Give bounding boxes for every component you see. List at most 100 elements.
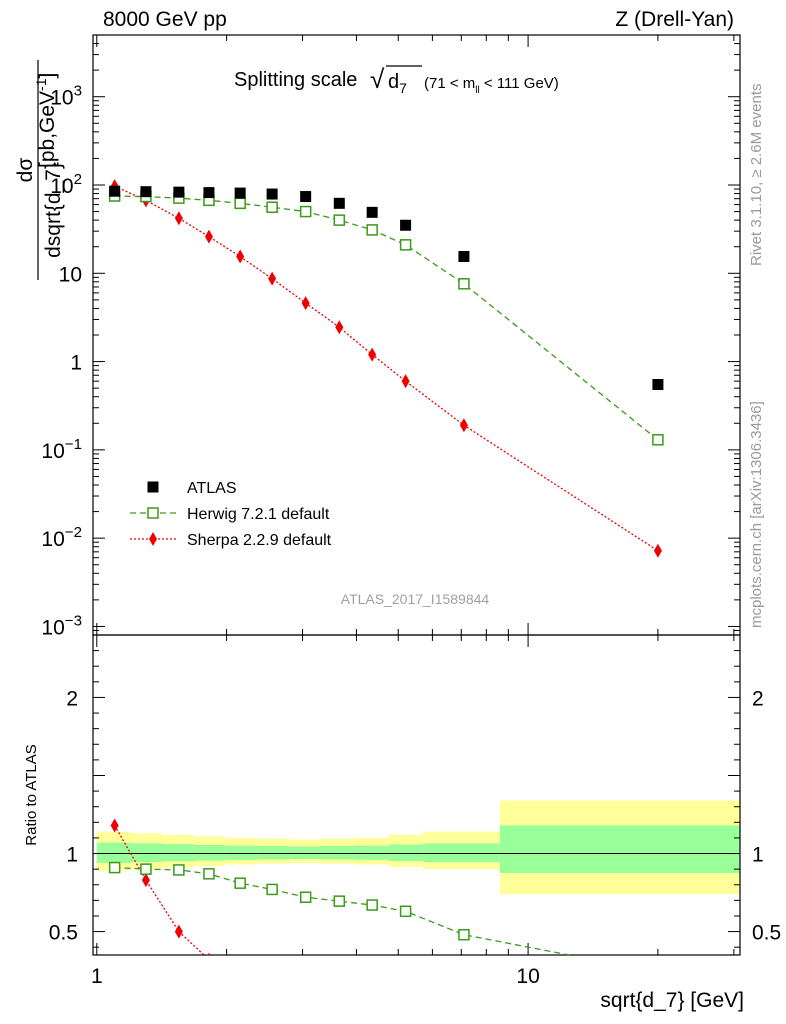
inner-band-bin bbox=[130, 843, 163, 863]
data-point bbox=[147, 481, 159, 493]
ratio-y-tick-label-right: 1 bbox=[752, 844, 764, 867]
y-tick-label: 102 bbox=[50, 171, 82, 198]
data-point bbox=[366, 206, 378, 218]
data-point bbox=[147, 507, 159, 519]
data-point bbox=[366, 899, 378, 911]
series-line bbox=[114, 825, 205, 955]
inner-band-bin bbox=[354, 845, 389, 860]
data-point bbox=[140, 863, 152, 875]
data-point bbox=[173, 864, 185, 876]
y-tick-label: 10−3 bbox=[41, 612, 82, 639]
data-point bbox=[301, 296, 310, 311]
ratio-y-tick-label: 1 bbox=[66, 844, 78, 867]
chart-title: Splitting scale bbox=[234, 69, 357, 91]
data-point bbox=[459, 418, 468, 433]
data-point bbox=[203, 187, 215, 199]
legend-entry-label: Herwig 7.2.1 default bbox=[187, 506, 330, 523]
y-axis-label-denominator: dsqrt{d_7} bbox=[42, 162, 65, 258]
data-point bbox=[174, 924, 183, 939]
data-point bbox=[109, 185, 121, 197]
inner-band-bin bbox=[256, 846, 290, 860]
mcplots-reference-label: mcplots.cern.ch [arXiv:1306.3436] bbox=[748, 401, 765, 628]
data-point bbox=[174, 211, 183, 226]
data-point bbox=[236, 249, 245, 264]
analysis-watermark: ATLAS_2017_I1589844 bbox=[341, 591, 490, 607]
data-point bbox=[268, 271, 277, 286]
inner-band-bin bbox=[499, 825, 740, 874]
y-tick-label: 103 bbox=[50, 83, 82, 110]
data-point bbox=[333, 214, 346, 226]
data-point bbox=[399, 905, 412, 918]
y-tick-label: 10−1 bbox=[41, 436, 82, 463]
data-point bbox=[652, 434, 664, 446]
data-point bbox=[299, 891, 312, 903]
data-point bbox=[266, 883, 278, 896]
ratio-series-herwig bbox=[108, 861, 663, 977]
series-line bbox=[114, 195, 659, 441]
series-line bbox=[114, 185, 659, 552]
data-point bbox=[335, 320, 344, 335]
data-point bbox=[335, 997, 343, 1011]
main-series-herwig bbox=[108, 190, 664, 446]
main-series-atlas bbox=[109, 185, 664, 391]
inner-band-bin bbox=[320, 846, 355, 860]
data-point bbox=[652, 379, 664, 391]
series-line bbox=[114, 866, 573, 955]
energy-label: 8000 GeV pp bbox=[103, 8, 227, 31]
legend: ATLAS Herwig 7.2.1 default Sherpa 2.2.9 de… bbox=[130, 480, 332, 549]
data-point bbox=[234, 877, 246, 889]
data-point bbox=[203, 868, 215, 880]
ratio-series-sherpa bbox=[110, 818, 376, 1013]
data-point bbox=[333, 197, 345, 209]
inner-band-bin bbox=[224, 845, 257, 860]
data-point bbox=[141, 873, 150, 888]
data-point bbox=[140, 186, 152, 198]
legend-entry-label: Sherpa 2.2.9 default bbox=[187, 532, 332, 549]
ratio-y-axis-label: Ratio to ATLAS bbox=[23, 744, 40, 845]
data-point bbox=[268, 985, 276, 999]
data-point bbox=[266, 201, 278, 213]
rivet-version-label: Rivet 3.1.10, ≥ 2.6M events bbox=[748, 83, 765, 267]
legend-entry-label: ATLAS bbox=[187, 480, 237, 497]
title-variable: d7 bbox=[388, 71, 407, 96]
data-point bbox=[204, 229, 213, 244]
ratio-y-tick-label: 0.5 bbox=[49, 922, 78, 945]
y-tick-label: 10 bbox=[59, 263, 82, 286]
data-point bbox=[653, 543, 662, 558]
y-tick-label: 1 bbox=[70, 352, 82, 375]
data-point bbox=[302, 993, 310, 1007]
data-point bbox=[333, 895, 346, 907]
x-tick-label: 1 bbox=[91, 965, 103, 988]
data-point bbox=[236, 973, 244, 987]
ratio-y-tick-label-right: 2 bbox=[752, 687, 764, 710]
x-tick-label: 10 bbox=[516, 965, 539, 988]
inner-band-bin bbox=[162, 844, 194, 862]
title-mass-range: (71 < mll < 111 GeV) bbox=[424, 75, 559, 96]
data-point bbox=[399, 239, 412, 251]
inner-band-bin bbox=[193, 844, 225, 861]
ratio-uncertainty-bands bbox=[96, 800, 740, 895]
data-point bbox=[207, 952, 211, 955]
data-point bbox=[266, 188, 278, 200]
data-point bbox=[458, 928, 470, 941]
data-point bbox=[234, 197, 246, 210]
data-point bbox=[368, 999, 376, 1013]
data-point bbox=[108, 861, 121, 874]
title-sqrt-symbol: √ bbox=[370, 64, 385, 94]
data-point bbox=[400, 219, 412, 231]
data-point bbox=[653, 967, 663, 977]
inner-band-bin bbox=[289, 846, 321, 859]
data-point bbox=[458, 250, 470, 262]
data-point bbox=[110, 818, 119, 833]
data-point bbox=[368, 347, 377, 362]
inner-band-bin bbox=[96, 842, 131, 863]
x-axis-label: sqrt{d_7} [GeV] bbox=[600, 989, 744, 1012]
y-axis-label-numerator: dσ bbox=[14, 158, 37, 183]
inner-band-bin bbox=[388, 844, 423, 862]
main-series-sherpa bbox=[110, 179, 662, 558]
data-point bbox=[401, 374, 410, 389]
y-tick-label: 10−2 bbox=[41, 524, 82, 551]
data-point bbox=[149, 532, 157, 546]
data-point bbox=[366, 224, 378, 236]
